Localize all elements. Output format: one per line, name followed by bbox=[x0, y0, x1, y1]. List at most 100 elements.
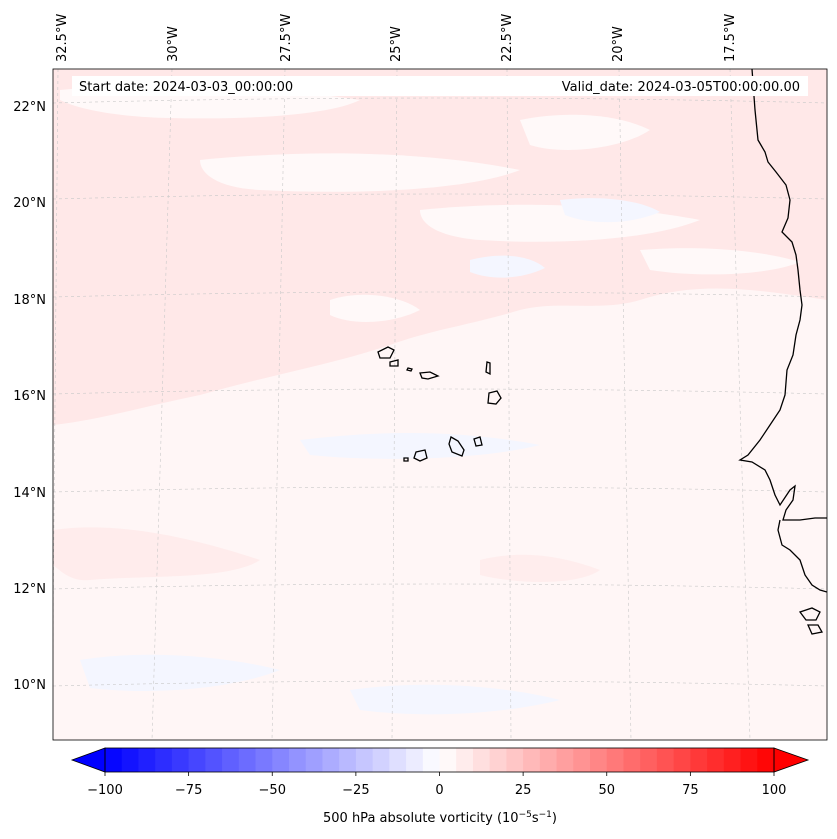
colorbar-segment bbox=[406, 748, 424, 772]
graticule bbox=[53, 69, 827, 740]
gridline-lat-20 bbox=[53, 193, 827, 200]
gridline-lat-18 bbox=[53, 291, 827, 298]
colorbar-segment bbox=[305, 748, 324, 772]
gridline-lat-16 bbox=[53, 388, 827, 395]
cape-verde-santiago bbox=[448, 436, 465, 457]
colorbar-segment bbox=[623, 748, 641, 772]
africa-coastline bbox=[738, 69, 827, 521]
colorbar-segment bbox=[740, 748, 758, 772]
cape-verde-brava bbox=[403, 457, 409, 462]
colorbar-segment bbox=[188, 748, 206, 772]
colorbar-segment bbox=[606, 748, 625, 772]
colorbar-segment bbox=[155, 748, 173, 772]
gridline-lat-12 bbox=[53, 583, 827, 590]
cape-verde-santo-antao bbox=[377, 346, 395, 359]
colorbar-segment bbox=[489, 748, 507, 772]
coastlines bbox=[377, 69, 827, 635]
colorbar: −100 −75 −50 −25 0 25 50 75 100 500 hPa absolute… bbox=[70, 747, 810, 826]
colorbar-segment bbox=[138, 748, 156, 772]
latitude-labels: 22°N 20°N 18°N 16°N 14°N 12°N 10°N bbox=[13, 100, 46, 693]
colorbar-segment bbox=[288, 748, 307, 772]
cape-verde-santa-luzia bbox=[406, 367, 413, 372]
colorbar-segment bbox=[456, 748, 474, 772]
colorbar-segment bbox=[707, 748, 725, 772]
cape-verde-sao-nicolau bbox=[419, 371, 440, 380]
colorbar-ticks: −100 −75 −50 −25 0 25 50 75 100 bbox=[87, 772, 786, 798]
colorbar-segment bbox=[238, 748, 257, 772]
gridline-lon-20 bbox=[618, 69, 632, 740]
lon-label-20w: 20°W bbox=[611, 26, 626, 62]
colorbar-segment bbox=[439, 748, 457, 772]
colorbar-segment bbox=[339, 748, 357, 772]
colorbar-arrow-low bbox=[70, 747, 106, 773]
colorbar-segment bbox=[506, 748, 524, 772]
colorbar-segment bbox=[171, 748, 190, 772]
gridline-lat-14 bbox=[53, 486, 827, 493]
colorbar-segment bbox=[422, 748, 441, 772]
colorbar-tick-label: 75 bbox=[682, 783, 699, 798]
colorbar-segment bbox=[523, 748, 541, 772]
cape-verde-sal bbox=[485, 361, 491, 376]
colorbar-arrow-high bbox=[773, 747, 810, 773]
start-date-text: Start date: 2024-03-03_00:00:00 bbox=[79, 80, 293, 95]
lat-label-18n: 18°N bbox=[13, 293, 46, 308]
cape-verde-fogo bbox=[413, 449, 428, 462]
colorbar-tick-label: −75 bbox=[175, 783, 202, 798]
guinea-bissau-islands bbox=[798, 607, 824, 635]
valid-date-text: Valid_date: 2024-03-05T00:00:00.00 bbox=[562, 80, 800, 95]
gridline-lon-22.5 bbox=[506, 69, 512, 740]
gridline-lat-10 bbox=[53, 680, 827, 687]
colorbar-tick-label: −50 bbox=[259, 783, 286, 798]
lon-label-32.5w: 32.5°W bbox=[55, 14, 70, 62]
colorbar-segment bbox=[205, 748, 223, 772]
cape-verde-maio bbox=[473, 436, 483, 447]
lon-label-27.5w: 27.5°W bbox=[279, 14, 294, 62]
colorbar-tick-label: 25 bbox=[515, 783, 532, 798]
lat-label-14n: 14°N bbox=[13, 486, 46, 501]
cape-verde-boa-vista bbox=[487, 390, 502, 405]
lon-label-17.5w: 17.5°W bbox=[723, 14, 738, 62]
colorbar-tick-label: 50 bbox=[598, 783, 615, 798]
colorbar-segment bbox=[389, 748, 407, 772]
colorbar-segment bbox=[322, 748, 340, 772]
lat-label-12n: 12°N bbox=[13, 582, 46, 597]
lon-label-30w: 30°W bbox=[166, 26, 181, 62]
lon-label-25w: 25°W bbox=[389, 26, 404, 62]
colorbar-segment bbox=[222, 748, 240, 772]
colorbar-segment bbox=[757, 748, 775, 772]
colorbar-segment bbox=[656, 748, 675, 772]
colorbar-label: 500 hPa absolute vorticity (10−5s−1) bbox=[323, 810, 557, 826]
colorbar-segment bbox=[272, 748, 290, 772]
cape-verde-sao-vicente bbox=[389, 359, 399, 367]
colorbar-segment bbox=[723, 748, 742, 772]
colorbar-segment bbox=[472, 748, 491, 772]
colorbar-tick-label: 100 bbox=[762, 783, 787, 798]
gridline-lat-22 bbox=[53, 97, 827, 104]
colorbar-segment bbox=[640, 748, 658, 772]
gridline-lon-25 bbox=[391, 69, 398, 740]
vorticity-neutral-patches bbox=[60, 84, 800, 322]
gridline-lon-27.5 bbox=[271, 69, 286, 740]
gridline-lon-30 bbox=[151, 69, 173, 740]
senegal-gambia-coast bbox=[777, 519, 827, 593]
colorbar-segment bbox=[105, 748, 123, 772]
colorbar-segment bbox=[121, 748, 140, 772]
header-box bbox=[72, 76, 808, 96]
colorbar-segments bbox=[105, 748, 775, 772]
colorbar-segment bbox=[573, 748, 591, 772]
lat-label-16n: 16°N bbox=[13, 389, 46, 404]
lat-label-22n: 22°N bbox=[13, 100, 46, 115]
map-frame bbox=[52, 68, 828, 741]
colorbar-tick-label: −100 bbox=[87, 783, 123, 798]
colorbar-segment bbox=[355, 748, 374, 772]
lon-label-22.5w: 22.5°W bbox=[500, 14, 515, 62]
colorbar-tick-label: −25 bbox=[342, 783, 369, 798]
longitude-labels: 32.5°W 30°W 27.5°W 25°W 22.5°W 20°W 17.5… bbox=[55, 14, 738, 62]
colorbar-segment bbox=[539, 748, 558, 772]
colorbar-tick-label: 0 bbox=[435, 783, 443, 798]
map-panel bbox=[53, 69, 827, 740]
colorbar-segment bbox=[556, 748, 574, 772]
lat-label-10n: 10°N bbox=[13, 678, 46, 693]
gridline-lon-17.5 bbox=[729, 69, 751, 740]
